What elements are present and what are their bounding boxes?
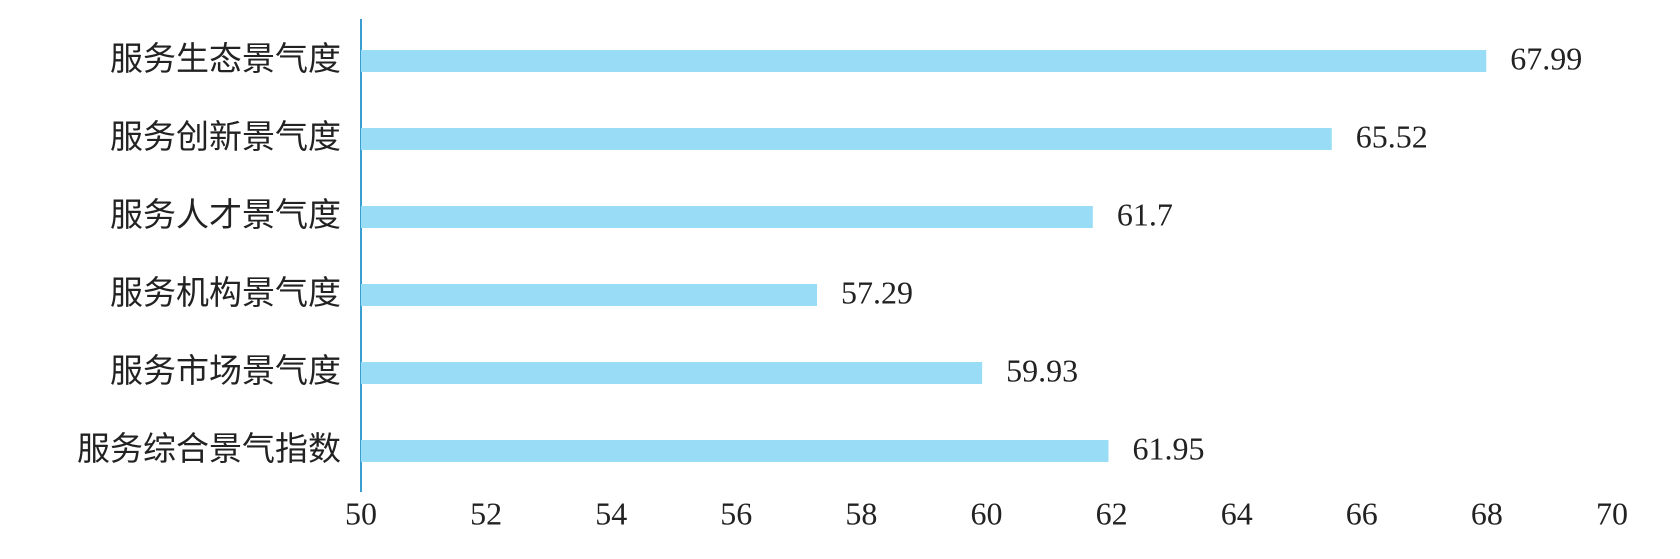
- x-tick-label: 52: [470, 495, 502, 531]
- bar: [361, 284, 817, 306]
- x-tick-label: 56: [720, 495, 752, 531]
- value-label: 67.99: [1510, 40, 1582, 76]
- bar: [361, 50, 1487, 72]
- bar: [361, 440, 1109, 462]
- x-tick-label: 54: [595, 495, 627, 531]
- x-tick-label: 60: [971, 495, 1003, 531]
- y-tick-label: 服务人才景气度: [110, 195, 341, 234]
- bar: [361, 362, 983, 384]
- y-tick-label: 服务生态景气度: [110, 39, 341, 78]
- value-label: 61.95: [1132, 430, 1204, 466]
- y-tick-label: 服务机构景气度: [110, 273, 341, 312]
- x-tick-label: 50: [345, 495, 377, 531]
- value-label: 61.7: [1117, 196, 1173, 232]
- x-tick-label: 70: [1596, 495, 1628, 531]
- value-label: 65.52: [1356, 118, 1428, 154]
- bar: [361, 206, 1093, 228]
- x-tick-label: 64: [1221, 495, 1253, 531]
- x-tick-label: 68: [1471, 495, 1503, 531]
- value-label: 57.29: [841, 274, 913, 310]
- value-label: 59.93: [1006, 352, 1078, 388]
- x-tick-label: 66: [1346, 495, 1378, 531]
- y-tick-label: 服务综合景气指数: [77, 429, 341, 468]
- y-tick-label: 服务市场景气度: [110, 351, 341, 390]
- bar: [361, 128, 1332, 150]
- y-tick-label: 服务创新景气度: [110, 117, 341, 156]
- x-tick-label: 58: [845, 495, 877, 531]
- x-tick-label: 62: [1096, 495, 1128, 531]
